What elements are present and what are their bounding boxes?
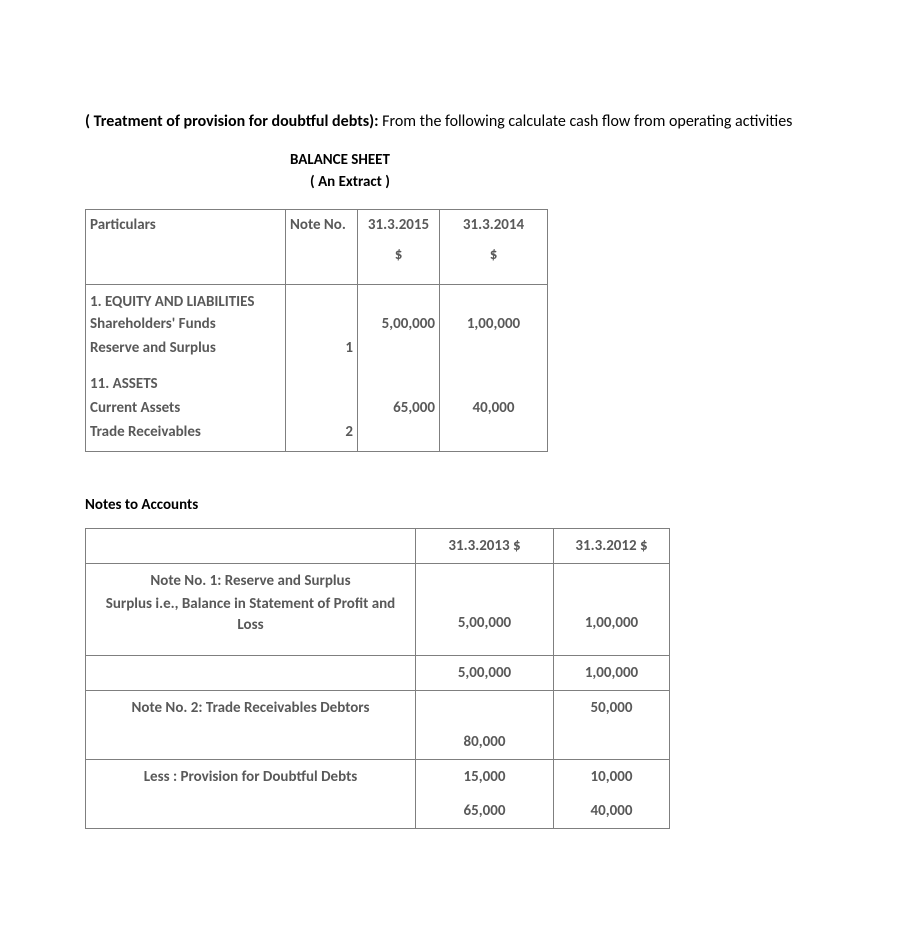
note1-y1: 5,00,000	[416, 592, 554, 656]
section2-line2: Trade Receivables	[86, 421, 286, 452]
section2-y1: 65,000	[358, 397, 440, 421]
section1-heading: 1. EQUITY AND LIABILITIES	[86, 284, 286, 313]
section1-line2: Reserve and Surplus	[86, 337, 286, 373]
empty-cell	[358, 421, 440, 452]
note2-less-y2: 10,000	[554, 760, 670, 795]
balance-sheet-title: BALANCE SHEET	[85, 151, 825, 169]
note2-net-y1: 65,000	[416, 794, 554, 829]
section1-y1: 5,00,000	[358, 313, 440, 337]
section2-heading: 11. ASSETS	[86, 373, 286, 397]
section2-line1: Current Assets	[86, 397, 286, 421]
note1-y2: 1,00,000	[554, 592, 670, 656]
intro-rest: From the following calculate cash flow f…	[379, 112, 793, 131]
note2-less: Less : Provision for Doubtful Debts	[86, 760, 416, 795]
note2-y1: 80,000	[416, 725, 554, 760]
empty-cell	[86, 725, 416, 760]
note1-subtitle: Surplus i.e., Balance in Statement of Pr…	[86, 592, 416, 656]
empty-cell	[440, 421, 548, 452]
empty-cell	[440, 284, 548, 313]
note1-title: Note No. 1: Reserve and Surplus	[86, 563, 416, 592]
note2-less-y1: 15,000	[416, 760, 554, 795]
empty-cell	[440, 337, 548, 373]
empty-cell	[286, 397, 358, 421]
section2-note: 2	[286, 421, 358, 452]
empty-cell	[286, 373, 358, 397]
empty-cell	[358, 373, 440, 397]
note2-title: Note No. 2: Trade Receivables Debtors	[86, 691, 416, 726]
notes-table: 31.3.2013 $ 31.3.2012 $ Note No. 1: Rese…	[85, 528, 670, 830]
intro-lead: ( Treatment of provision for doubtful de…	[85, 112, 379, 131]
section1-line1: Shareholders' Funds	[86, 313, 286, 337]
section1-y2: 1,00,000	[440, 313, 548, 337]
currency-y1: $	[358, 240, 440, 284]
empty-cell	[358, 337, 440, 373]
header-year2: 31.3.2014	[440, 210, 548, 241]
empty-cell	[286, 313, 358, 337]
empty-cell	[86, 794, 416, 829]
empty-cell	[416, 563, 554, 592]
empty-cell	[286, 240, 358, 284]
header-year1: 31.3.2015	[358, 210, 440, 241]
balance-sheet-subtitle: ( An Extract )	[85, 173, 825, 191]
notes-header-y1: 31.3.2013 $	[416, 528, 554, 563]
header-note-no: Note No.	[286, 210, 358, 241]
note2-y2: 50,000	[554, 691, 670, 726]
note2-net-y2: 40,000	[554, 794, 670, 829]
empty-cell	[86, 528, 416, 563]
header-particulars: Particulars	[86, 210, 286, 241]
balance-sheet-table: Particulars Note No. 31.3.2015 31.3.2014…	[85, 209, 548, 452]
note1-total-y1: 5,00,000	[416, 656, 554, 691]
currency-y2: $	[440, 240, 548, 284]
empty-cell	[86, 656, 416, 691]
empty-cell	[440, 373, 548, 397]
empty-cell	[554, 725, 670, 760]
empty-cell	[86, 240, 286, 284]
empty-cell	[554, 563, 670, 592]
notes-to-accounts-heading: Notes to Accounts	[85, 496, 825, 514]
section2-y2: 40,000	[440, 397, 548, 421]
intro-paragraph: ( Treatment of provision for doubtful de…	[85, 110, 825, 133]
document-page: ( Treatment of provision for doubtful de…	[0, 0, 910, 869]
empty-cell	[358, 284, 440, 313]
note1-total-y2: 1,00,000	[554, 656, 670, 691]
section1-note: 1	[286, 337, 358, 373]
notes-header-y2: 31.3.2012 $	[554, 528, 670, 563]
empty-cell	[286, 284, 358, 313]
empty-cell	[416, 691, 554, 726]
